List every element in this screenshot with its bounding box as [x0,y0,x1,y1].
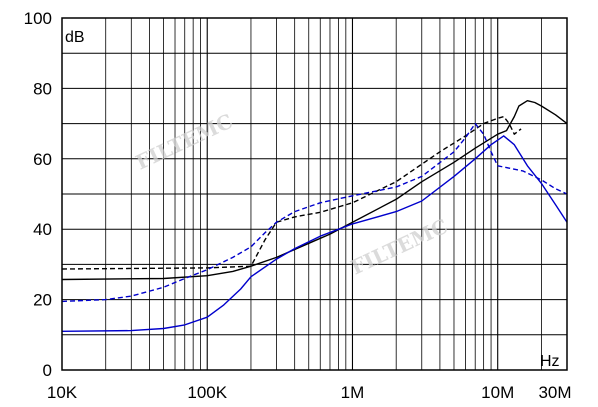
watermark-2: FILTEMC [347,214,452,280]
watermark-1: FILTEMC [132,109,237,175]
y-tick-label: 60 [33,150,52,169]
x-tick-label: 100K [187,383,227,402]
x-tick-label: 30M [538,383,571,402]
y-tick-label: 20 [33,291,52,310]
series-line-3 [61,122,568,303]
x-tick-label: 1M [341,383,365,402]
series-line-2 [61,135,568,332]
x-axis-unit: Hz [540,353,560,370]
y-axis-unit: dB [65,29,85,46]
y-tick-labels: 0 20 40 60 80 100 [24,9,52,380]
x-tick-label: 10M [481,383,514,402]
chart-grid [62,18,567,370]
y-tick-label: 40 [33,220,52,239]
y-tick-label: 100 [24,9,52,28]
y-tick-label: 0 [43,361,52,380]
y-tick-label: 80 [33,79,52,98]
plot-frame [61,17,568,371]
x-tick-labels: 10K 100K 1M 10M 30M [47,383,572,402]
series-line-1 [61,115,522,270]
series-group [61,100,568,332]
x-tick-label: 10K [47,383,78,402]
series-line-0 [61,100,568,281]
